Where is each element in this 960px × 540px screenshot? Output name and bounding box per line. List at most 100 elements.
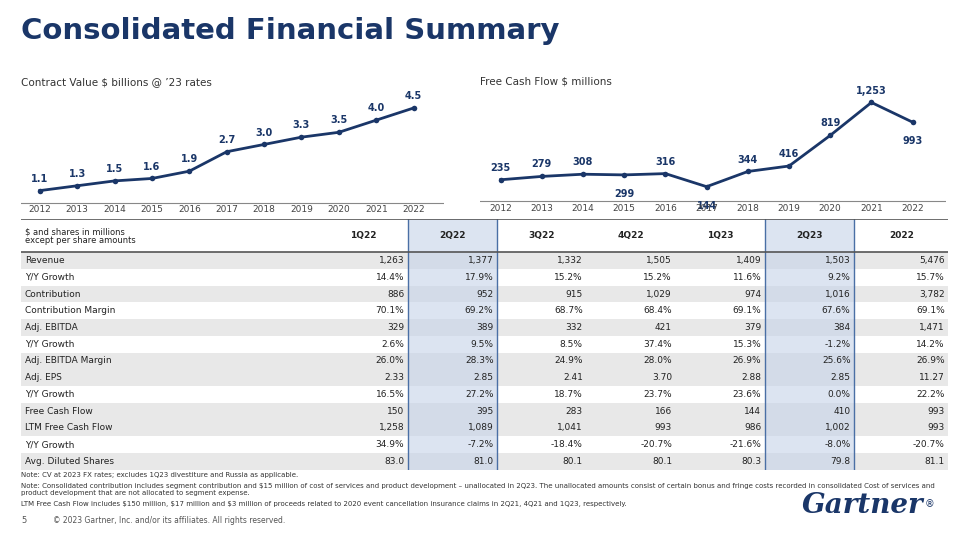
Text: 68.7%: 68.7%: [554, 306, 583, 315]
Text: 974: 974: [744, 289, 761, 299]
Text: -8.0%: -8.0%: [825, 440, 851, 449]
Text: 15.7%: 15.7%: [916, 273, 945, 282]
Text: 3Q22: 3Q22: [529, 231, 555, 240]
Text: Note: Consolidated contribution includes segment contribution and $15 million of: Note: Consolidated contribution includes…: [21, 483, 935, 496]
Text: -7.2%: -7.2%: [468, 440, 493, 449]
Text: 2Q22: 2Q22: [440, 231, 466, 240]
Text: 2Q23: 2Q23: [797, 231, 823, 240]
Text: 410: 410: [833, 407, 851, 416]
Text: 993: 993: [655, 423, 672, 433]
Text: 4Q22: 4Q22: [618, 231, 644, 240]
Text: 2018: 2018: [736, 204, 759, 213]
Text: 279: 279: [532, 159, 552, 170]
Text: 28.3%: 28.3%: [465, 356, 493, 366]
Text: 993: 993: [927, 423, 945, 433]
Text: 993: 993: [927, 407, 945, 416]
Text: Consolidated Financial Summary: Consolidated Financial Summary: [21, 17, 560, 45]
Text: Contribution Margin: Contribution Margin: [25, 306, 115, 315]
Text: 389: 389: [476, 323, 493, 332]
Text: 80.3: 80.3: [741, 457, 761, 466]
Text: 2013: 2013: [530, 204, 553, 213]
Bar: [21, 252, 948, 269]
Text: Note: CV at 2023 FX rates; excludes 1Q23 divestiture and Russia as applicable.: Note: CV at 2023 FX rates; excludes 1Q23…: [21, 472, 299, 478]
Text: 15.3%: 15.3%: [732, 340, 761, 349]
Text: Avg. Diluted Shares: Avg. Diluted Shares: [25, 457, 114, 466]
Text: Free Cash Flow: Free Cash Flow: [25, 407, 92, 416]
Bar: [21, 453, 948, 470]
Text: 81.1: 81.1: [924, 457, 945, 466]
Text: 344: 344: [737, 154, 758, 165]
Text: 2.88: 2.88: [741, 373, 761, 382]
Text: 1Q22: 1Q22: [350, 231, 376, 240]
Text: 37.4%: 37.4%: [643, 340, 672, 349]
Text: 2017: 2017: [695, 204, 718, 213]
Text: 14.2%: 14.2%: [916, 340, 945, 349]
Text: 2019: 2019: [290, 205, 313, 214]
Text: 69.1%: 69.1%: [732, 306, 761, 315]
Text: 166: 166: [655, 407, 672, 416]
Text: 986: 986: [744, 423, 761, 433]
Text: 24.9%: 24.9%: [554, 356, 583, 366]
Text: 69.2%: 69.2%: [465, 306, 493, 315]
Text: 25.6%: 25.6%: [822, 356, 851, 366]
Text: 299: 299: [614, 189, 635, 199]
Text: 83.0: 83.0: [384, 457, 404, 466]
Text: 316: 316: [656, 157, 676, 167]
Text: 3.0: 3.0: [255, 127, 273, 138]
Text: 2012: 2012: [490, 204, 512, 213]
Text: 28.0%: 28.0%: [643, 356, 672, 366]
Text: 235: 235: [491, 163, 511, 173]
Text: 11.6%: 11.6%: [732, 273, 761, 282]
Text: LTM Free Cash Flow includes $150 million, $17 million and $3 million of proceeds: LTM Free Cash Flow includes $150 million…: [21, 501, 627, 507]
Text: Contribution: Contribution: [25, 289, 82, 299]
Text: 3.70: 3.70: [652, 373, 672, 382]
Text: 1,258: 1,258: [378, 423, 404, 433]
Text: 395: 395: [476, 407, 493, 416]
Text: 1,263: 1,263: [378, 256, 404, 265]
Text: 1.1: 1.1: [31, 174, 48, 184]
Text: 2016: 2016: [178, 205, 201, 214]
Text: 2021: 2021: [860, 204, 883, 213]
Text: 915: 915: [565, 289, 583, 299]
Text: 3.3: 3.3: [293, 120, 310, 130]
Text: 2.41: 2.41: [563, 373, 583, 382]
Text: 1Q23: 1Q23: [708, 231, 733, 240]
Text: 1.9: 1.9: [180, 154, 198, 164]
Text: 0.0%: 0.0%: [828, 390, 851, 399]
Text: Y/Y Growth: Y/Y Growth: [25, 440, 74, 449]
Text: 67.6%: 67.6%: [822, 306, 851, 315]
Text: 2016: 2016: [654, 204, 677, 213]
Text: ®: ®: [924, 498, 934, 509]
Text: 17.9%: 17.9%: [465, 273, 493, 282]
Text: 26.0%: 26.0%: [375, 356, 404, 366]
Text: 1,029: 1,029: [646, 289, 672, 299]
Text: $ and shares in millions: $ and shares in millions: [25, 227, 125, 236]
Text: 1,332: 1,332: [557, 256, 583, 265]
Text: Adj. EPS: Adj. EPS: [25, 373, 61, 382]
Text: Gartner: Gartner: [802, 492, 924, 519]
Text: 1,377: 1,377: [468, 256, 493, 265]
Text: 1.3: 1.3: [68, 169, 85, 179]
Text: 2014: 2014: [103, 205, 126, 214]
Text: 1,503: 1,503: [825, 256, 851, 265]
Text: Y/Y Growth: Y/Y Growth: [25, 390, 74, 399]
Text: Adj. EBITDA: Adj. EBITDA: [25, 323, 78, 332]
Text: 2019: 2019: [778, 204, 801, 213]
Text: -20.7%: -20.7%: [913, 440, 945, 449]
Text: 9.5%: 9.5%: [470, 340, 493, 349]
Text: 80.1: 80.1: [563, 457, 583, 466]
Text: 993: 993: [902, 136, 923, 146]
Bar: [21, 353, 948, 369]
Text: 2020: 2020: [327, 205, 350, 214]
Text: -18.4%: -18.4%: [551, 440, 583, 449]
Text: Contract Value $ billions @ ’23 rates: Contract Value $ billions @ ’23 rates: [21, 77, 212, 87]
Text: 26.9%: 26.9%: [916, 356, 945, 366]
Bar: [21, 403, 948, 420]
Text: 4.5: 4.5: [405, 91, 422, 101]
Text: 14.4%: 14.4%: [375, 273, 404, 282]
Bar: [21, 286, 948, 302]
Text: © 2023 Gartner, Inc. and/or its affiliates. All rights reserved.: © 2023 Gartner, Inc. and/or its affiliat…: [53, 516, 285, 525]
Text: 1,002: 1,002: [825, 423, 851, 433]
Text: 27.2%: 27.2%: [465, 390, 493, 399]
Text: Y/Y Growth: Y/Y Growth: [25, 340, 74, 349]
